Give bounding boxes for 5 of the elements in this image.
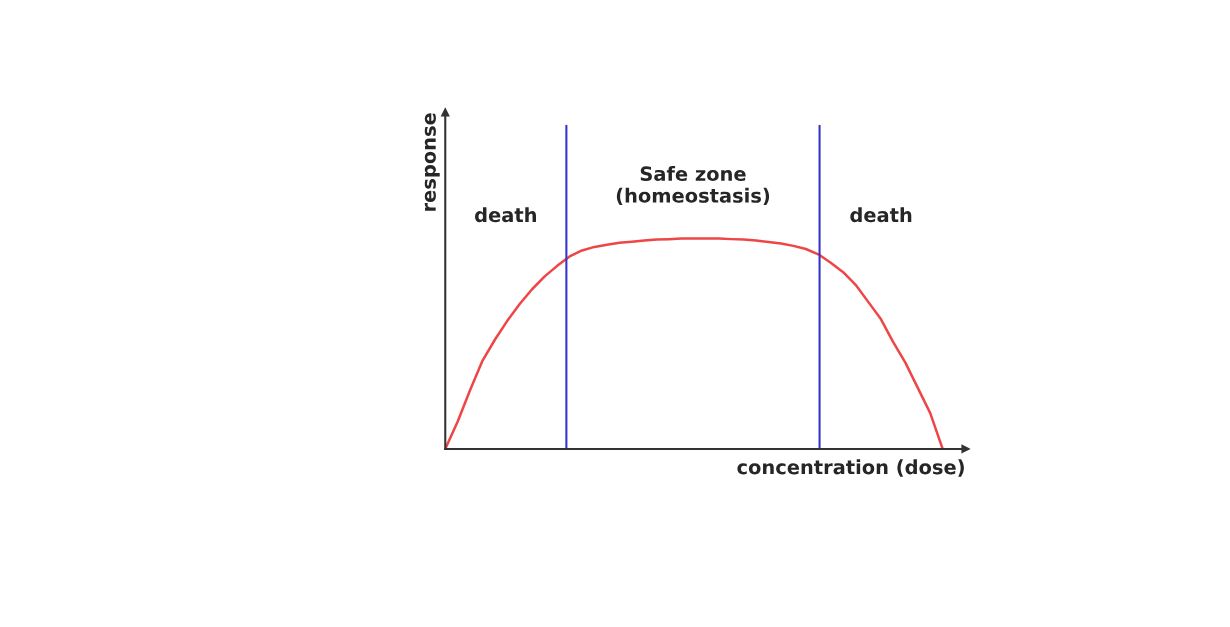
- text: Safe zone (homeostasis): [616, 166, 770, 206]
- x-axis-title: concentration (dose): [737, 459, 964, 477]
- text: death: [850, 207, 912, 223]
- y-axis-title: response: [424, 113, 440, 211]
- text: death: [475, 207, 536, 223]
